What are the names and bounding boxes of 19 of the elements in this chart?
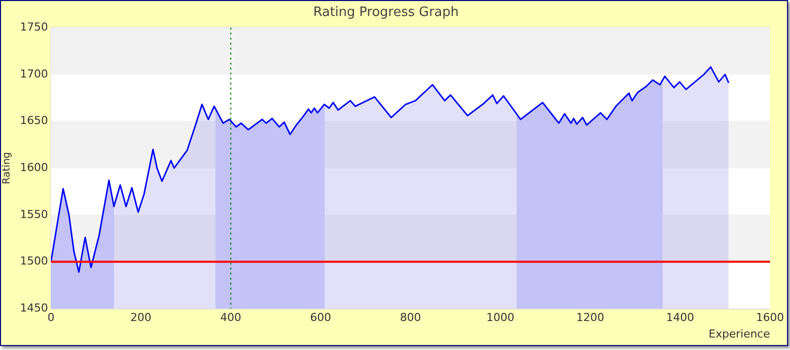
x-tick-label: 0: [48, 311, 54, 324]
x-tick-label: 200: [130, 311, 152, 324]
x-axis-title: Experience: [708, 327, 770, 340]
x-tick-label: 1400: [666, 311, 694, 324]
chart-title: Rating Progress Graph: [313, 5, 459, 20]
x-tick-label: 400: [220, 311, 242, 324]
x-tick-label: 800: [400, 311, 421, 324]
y-tick-label: 1750: [20, 20, 48, 34]
y-tick-label: 1550: [20, 208, 48, 221]
y-tick-label: 1600: [20, 160, 48, 174]
y-tick-label: 1650: [20, 114, 48, 128]
x-tick-label: 600: [310, 311, 332, 324]
y-tick-label: 1500: [20, 254, 48, 268]
y-tick-label: 1450: [20, 301, 48, 314]
y-tick-label: 1700: [20, 67, 48, 80]
x-tick-label: 1200: [576, 311, 604, 324]
y-axis-title: Rating: [2, 152, 13, 184]
x-tick-label: 1600: [756, 311, 784, 324]
x-tick-label: 1000: [486, 311, 514, 324]
